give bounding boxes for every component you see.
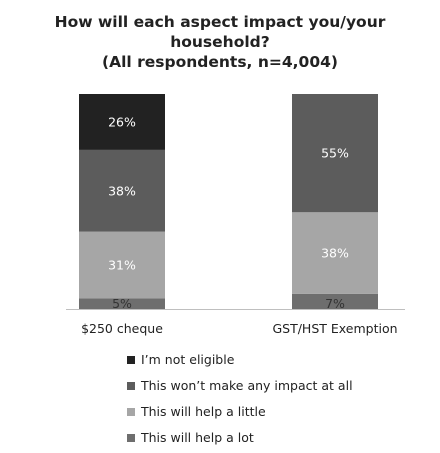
bar-segment-250-cheque-help_lot bbox=[79, 298, 165, 309]
data-label-250-cheque-not_eligible: 26% bbox=[108, 114, 136, 129]
category-label-gst-hst-exemption: GST/HST Exemption bbox=[272, 321, 397, 336]
bar-segment-250-cheque-help_little bbox=[79, 231, 165, 299]
category-label-250-cheque: $250 cheque bbox=[81, 321, 163, 336]
bar-segment-250-cheque-no_impact bbox=[79, 149, 165, 232]
data-label-250-cheque-no_impact: 38% bbox=[108, 183, 136, 198]
chart-title-line-1: How will each aspect impact you/your bbox=[54, 13, 386, 31]
legend-swatch-help_lot bbox=[127, 434, 135, 442]
data-label-250-cheque-help_lot: 5% bbox=[112, 296, 132, 311]
legend-swatch-help_little bbox=[127, 408, 135, 416]
chart-title: How will each aspect impact you/your hou… bbox=[0, 12, 440, 72]
legend-label-help_little: This will help a little bbox=[141, 404, 266, 419]
chart-title-line-2: household? bbox=[170, 33, 270, 51]
legend-swatch-not_eligible bbox=[127, 356, 135, 364]
legend-label-not_eligible: I’m not eligible bbox=[141, 352, 235, 367]
bar-segment-gst-hst-exemption-help_little bbox=[292, 212, 378, 294]
data-label-gst-hst-exemption-help_lot: 7% bbox=[325, 296, 345, 311]
legend-item-help_lot: This will help a lot bbox=[127, 430, 254, 446]
legend-label-help_lot: This will help a lot bbox=[141, 430, 254, 445]
chart-title-line-3: (All respondents, n=4,004) bbox=[102, 53, 338, 71]
legend-item-help_little: This will help a little bbox=[127, 404, 266, 420]
data-label-gst-hst-exemption-help_little: 38% bbox=[321, 246, 349, 261]
legend-item-not_eligible: I’m not eligible bbox=[127, 352, 234, 368]
data-label-250-cheque-help_little: 31% bbox=[108, 257, 136, 272]
data-label-gst-hst-exemption-no_impact: 55% bbox=[321, 146, 349, 161]
legend-label-no_impact: This won’t make any impact at all bbox=[141, 378, 353, 393]
bar-segment-gst-hst-exemption-no_impact bbox=[292, 94, 378, 213]
bar-segment-gst-hst-exemption-help_lot bbox=[292, 293, 378, 309]
legend-item-no_impact: This won’t make any impact at all bbox=[127, 378, 353, 394]
bar-segment-250-cheque-not_eligible bbox=[79, 94, 165, 150]
legend-swatch-no_impact bbox=[127, 382, 135, 390]
